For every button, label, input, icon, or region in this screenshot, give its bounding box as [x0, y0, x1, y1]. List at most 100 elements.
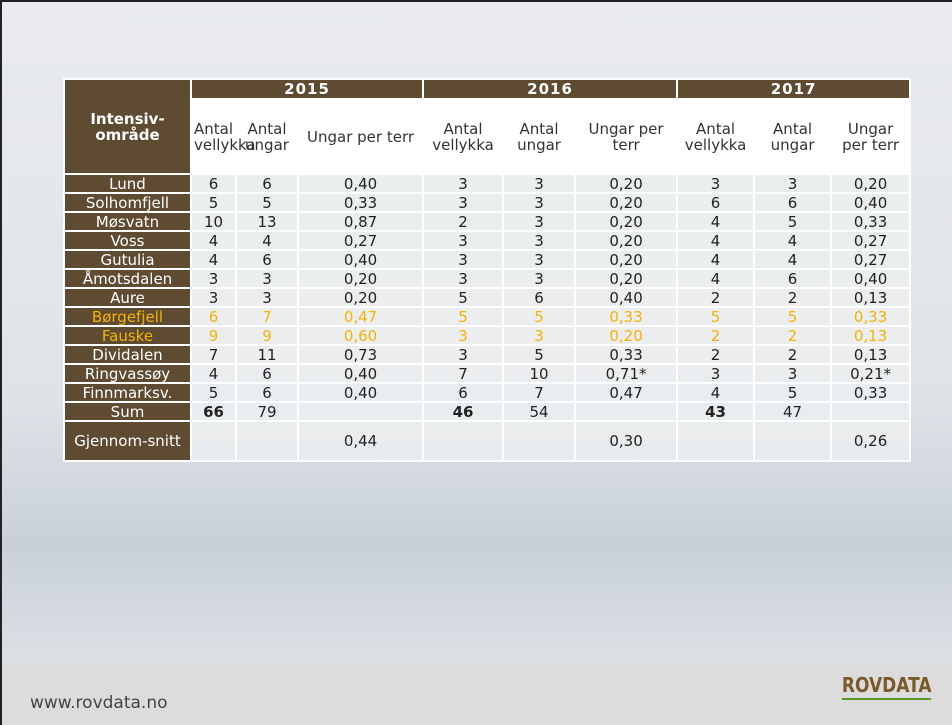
column-header: Antal vellykka — [676, 98, 756, 175]
cell: 0,33 — [830, 306, 912, 327]
cell: 0,33 — [574, 344, 679, 365]
cell: 0,40 — [296, 173, 425, 194]
row-label: Voss — [63, 230, 192, 251]
empty-cell — [676, 420, 756, 462]
table-row: Fauske 9 9 0,60 3 3 0,20 2 2 0,13 — [63, 325, 912, 346]
cell: 0,20 — [830, 173, 912, 194]
cell: 6 — [235, 363, 299, 384]
footer-url: www.rovdata.no — [30, 693, 168, 713]
table-header: Intensiv-område 2015 2016 2017 Antal vellykk… — [63, 78, 912, 175]
table-row: Sum 66 79 46 54 43 47 — [63, 401, 912, 422]
cell: 10 — [190, 211, 237, 232]
cell: 9 — [235, 325, 299, 346]
header-row: Antal vellykka Antal ungar Ungar per terr A… — [64, 98, 912, 175]
cell: 0,13 — [830, 325, 912, 346]
cell: 0,20 — [296, 268, 425, 289]
cell: 7 — [190, 344, 237, 365]
table-row: Voss 4 4 0,27 3 3 0,20 4 4 0,27 — [63, 230, 912, 251]
cell: 47 — [753, 401, 833, 422]
cell: 3 — [422, 249, 505, 270]
empty-cell — [753, 420, 833, 462]
cell: 3 — [422, 344, 505, 365]
cell: 0,21* — [830, 363, 912, 384]
column-header: Antal ungar — [502, 98, 577, 175]
cell: 5 — [235, 192, 299, 213]
cell: 10 — [502, 363, 577, 384]
cell: 5 — [190, 382, 237, 403]
row-label: Gjennom-snitt — [63, 420, 192, 462]
cell: 0,40 — [296, 249, 425, 270]
column-header: Antal ungar — [753, 98, 833, 175]
cell: 0,13 — [830, 287, 912, 308]
year-header: 2015 — [189, 78, 425, 100]
cell: 4 — [676, 249, 756, 270]
cell: 6 — [502, 287, 577, 308]
row-label: Åmotsdalen — [63, 268, 192, 289]
cell: 43 — [676, 401, 756, 422]
logo: ROVDATA — [841, 673, 932, 700]
empty-cell — [574, 401, 679, 422]
cell: 2 — [676, 325, 756, 346]
cell: 4 — [676, 382, 756, 403]
cell: 6 — [235, 249, 299, 270]
table-row: Åmotsdalen 3 3 0,20 3 3 0,20 4 6 0,40 — [63, 268, 912, 289]
cell: 2 — [753, 344, 833, 365]
cell: 4 — [190, 249, 237, 270]
cell: 0,20 — [574, 173, 679, 194]
row-label: Sum — [63, 401, 192, 422]
data-table: Intensiv-område 2015 2016 2017 Antal vellykk… — [63, 78, 912, 462]
cell: 0,20 — [574, 325, 679, 346]
cell: 0,27 — [296, 230, 425, 251]
column-header: Ungar per terr — [296, 98, 425, 175]
column-header: Antal ungar — [235, 98, 299, 175]
header-row: Intensiv-område 2015 2016 2017 — [63, 78, 912, 175]
cell: 0,26 — [830, 420, 912, 462]
empty-cell — [190, 420, 237, 462]
cell: 3 — [502, 268, 577, 289]
corner-header: Intensiv-område — [63, 78, 192, 175]
cell: 0,20 — [574, 249, 679, 270]
column-header: Ungar per terr — [830, 98, 912, 175]
cell: 3 — [190, 268, 237, 289]
cell: 9 — [190, 325, 237, 346]
cell: 2 — [676, 344, 756, 365]
table-row: Gjennom-snitt 0,44 0,30 0,26 — [63, 420, 912, 462]
cell: 2 — [753, 287, 833, 308]
table-row: Dividalen 7 11 0,73 3 5 0,33 2 2 0,13 — [63, 344, 912, 365]
cell: 3 — [676, 173, 756, 194]
cell: 3 — [422, 192, 505, 213]
column-header: Antal vellykka — [422, 98, 505, 175]
cell: 3 — [753, 173, 833, 194]
cell: 7 — [235, 306, 299, 327]
cell: 0,40 — [296, 363, 425, 384]
table-row: Ringvassøy 4 6 0,40 7 10 0,71* 3 3 0,21* — [63, 363, 912, 384]
year-header: 2017 — [676, 78, 912, 100]
cell: 5 — [676, 306, 756, 327]
cell: 6 — [190, 173, 237, 194]
cell: 6 — [190, 306, 237, 327]
cell: 3 — [502, 325, 577, 346]
cell: 3 — [502, 249, 577, 270]
cell: 0,20 — [296, 287, 425, 308]
empty-cell — [422, 420, 505, 462]
cell: 0,13 — [830, 344, 912, 365]
cell: 0,71* — [574, 363, 679, 384]
cell: 3 — [422, 230, 505, 251]
cell: 3 — [422, 268, 505, 289]
cell: 13 — [235, 211, 299, 232]
cell: 4 — [190, 363, 237, 384]
cell: 0,33 — [830, 382, 912, 403]
empty-cell — [296, 401, 425, 422]
cell: 0,73 — [296, 344, 425, 365]
cell: 2 — [422, 211, 505, 232]
year-header: 2016 — [422, 78, 679, 100]
cell: 79 — [235, 401, 299, 422]
cell: 4 — [753, 249, 833, 270]
cell: 4 — [190, 230, 237, 251]
cell: 3 — [676, 363, 756, 384]
column-header: Ungar per terr — [574, 98, 679, 175]
cell: 5 — [502, 306, 577, 327]
table-row: Lund 6 6 0,40 3 3 0,20 3 3 0,20 — [63, 173, 912, 194]
column-header: Antal vellykka — [190, 98, 256, 175]
